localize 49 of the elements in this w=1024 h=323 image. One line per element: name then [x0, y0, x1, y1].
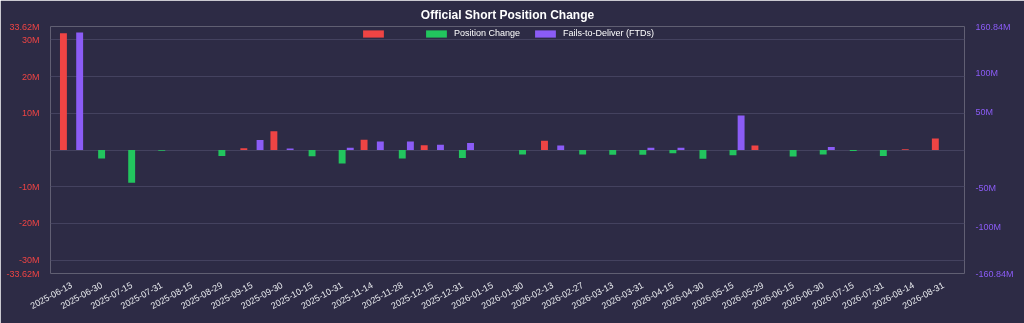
bar — [270, 131, 278, 150]
y2-tick-label: 160.84M — [975, 21, 1011, 32]
bar — [437, 144, 444, 150]
bar — [669, 150, 677, 154]
bar — [827, 146, 835, 150]
y2-tick-label: -50M — [975, 183, 997, 194]
bar — [98, 150, 106, 159]
bar — [579, 150, 587, 155]
bar — [218, 150, 226, 156]
bar — [420, 145, 428, 150]
bar — [59, 33, 67, 150]
legend-label: Position Change — [453, 28, 521, 38]
bar — [751, 145, 759, 150]
bar — [609, 150, 617, 155]
bar — [737, 115, 745, 150]
bar — [338, 150, 346, 164]
bar — [406, 141, 414, 150]
y2-tick-label: 50M — [975, 106, 994, 117]
y-tick-label: -10M — [19, 181, 40, 192]
bar — [467, 143, 474, 150]
y-tick-label: -30M — [19, 255, 40, 266]
bar — [789, 150, 797, 157]
bar — [458, 150, 466, 159]
legend-label: Fails-to-Deliver (FTDs) — [563, 28, 655, 38]
bar — [819, 150, 827, 155]
y-tick-label: 20M — [21, 71, 40, 82]
bar — [699, 150, 707, 159]
bar — [376, 141, 384, 150]
y2-tick-label: -160.84M — [975, 268, 1014, 279]
bar — [931, 138, 939, 150]
bar — [398, 150, 406, 159]
bar — [557, 145, 565, 150]
y-tick-label: 33.62M — [9, 21, 40, 32]
bar — [519, 150, 526, 155]
y-tick-label: -20M — [19, 218, 40, 229]
y-tick-label: -33.62M — [6, 268, 40, 279]
bar — [76, 32, 84, 150]
bar — [308, 150, 316, 157]
y2-tick-label: 100M — [975, 68, 999, 79]
y-tick-label: 10M — [21, 108, 40, 119]
chart-title: Official Short Position Change — [420, 7, 595, 22]
y2-tick-label: -100M — [975, 221, 1002, 232]
bar — [541, 140, 548, 150]
bar — [879, 150, 887, 156]
bar — [128, 150, 136, 183]
bar — [360, 139, 368, 150]
y-tick-label: 30M — [21, 34, 40, 45]
bar — [639, 150, 647, 155]
bar — [256, 140, 264, 150]
